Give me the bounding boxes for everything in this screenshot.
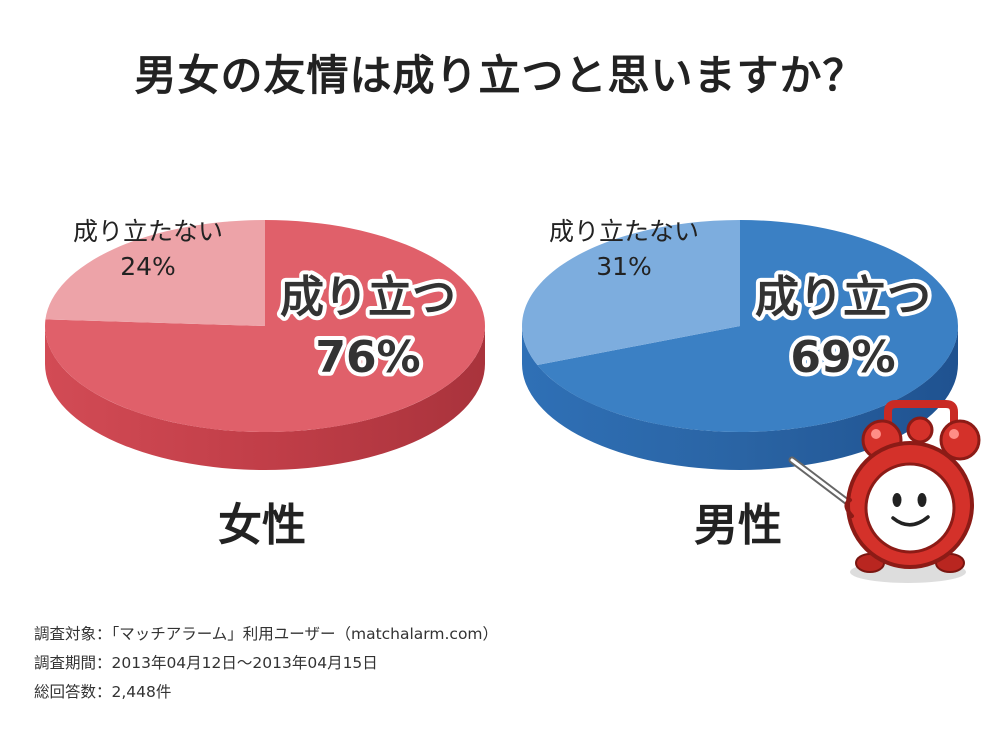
survey-target: 調査対象：「マッチアラーム」利用ユーザー（matchalarm.com） xyxy=(34,625,499,643)
female-no-value: 24% xyxy=(120,252,176,281)
pie-female-slice-no xyxy=(45,220,266,326)
alarm-clock-mascot-icon xyxy=(788,400,981,583)
pie-male-side xyxy=(522,326,958,470)
pie-female-side xyxy=(45,326,485,470)
male-yes-label: 成り立つ xyxy=(755,272,931,323)
female-yes-value: 76% xyxy=(315,332,420,383)
pie-male-slice-no xyxy=(521,220,740,366)
pie-male-slice-yes xyxy=(537,220,958,432)
female-no-label: 成り立たない xyxy=(73,217,223,246)
male-caption: 男性 xyxy=(694,500,782,551)
chart-title: 男女の友情は成り立つと思いますか？ xyxy=(134,51,866,100)
pie-female: 成り立たない 24% 成り立つ 76% 女性 xyxy=(45,217,486,551)
male-yes-value: 69% xyxy=(790,332,895,383)
pie-male: 成り立たない 31% 成り立つ 69% 男性 xyxy=(521,217,958,551)
male-no-value: 31% xyxy=(596,252,652,281)
survey-footer: 調査対象：「マッチアラーム」利用ユーザー（matchalarm.com） 調査期… xyxy=(34,620,498,707)
survey-responses: 総回答数：2,448件 xyxy=(34,683,172,701)
male-no-label: 成り立たない xyxy=(549,217,699,246)
survey-period: 調査期間：2013年04月12日〜2013年04月15日 xyxy=(34,654,378,672)
female-yes-label: 成り立つ xyxy=(280,272,456,323)
female-caption: 女性 xyxy=(218,500,306,551)
